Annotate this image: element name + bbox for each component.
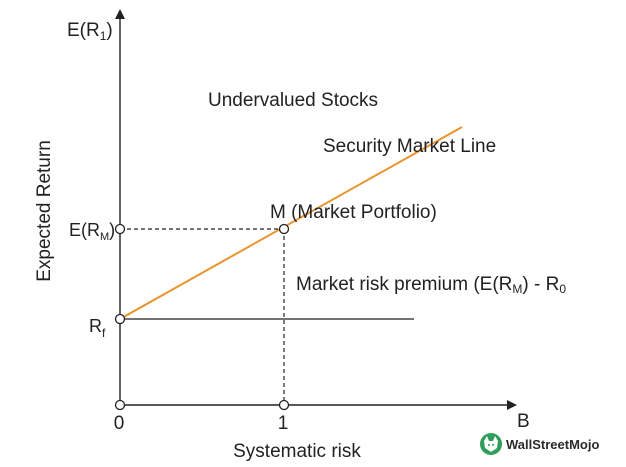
x-axis-end-label: B — [517, 411, 530, 432]
market-return-axis-marker — [114, 223, 126, 235]
wallstreetmojo-logo-text: WallStreetMojo — [506, 437, 599, 452]
market-portfolio-point — [278, 223, 290, 235]
wallstreetmojo-logo: WallStreetMojo — [480, 433, 599, 455]
y-tick-risk-free: Rf — [89, 316, 106, 340]
market-portfolio-label: M (Market Portfolio) — [270, 202, 437, 223]
x-tick-one: 1 — [278, 413, 289, 434]
y-axis-top-label: E(R1) — [67, 20, 113, 43]
security-market-line — [119, 126, 463, 320]
x-tick-zero: 0 — [114, 413, 125, 434]
wallstreetmojo-bull-icon — [480, 433, 502, 455]
x-axis-title: Systematic risk — [233, 441, 361, 462]
security-market-line-label: Security Market Line — [323, 136, 496, 157]
market-risk-premium-label: Market risk premium (E(RM) - R0 — [296, 274, 566, 296]
beta-one-axis-marker — [278, 399, 290, 411]
y-axis-title: Expected Return — [34, 140, 55, 282]
undervalued-stocks-label: Undervalued Stocks — [208, 90, 378, 111]
origin-marker — [114, 399, 126, 411]
risk-free-axis-marker — [114, 313, 126, 325]
y-tick-market-return: E(RM) — [69, 220, 115, 243]
